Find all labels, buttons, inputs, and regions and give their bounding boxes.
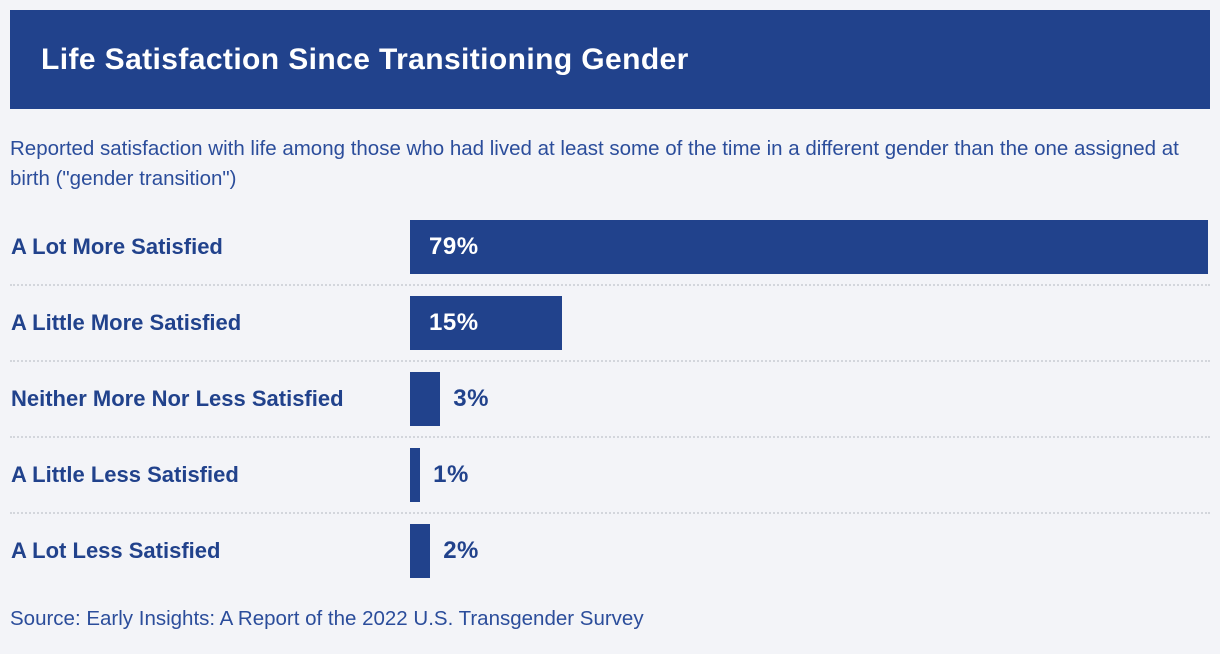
row-separator — [10, 284, 1210, 286]
chart-row: A Little More Satisfied 15% 15% — [10, 296, 1210, 350]
bar: 15% — [410, 296, 562, 350]
category-label: A Little Less Satisfied — [11, 462, 239, 487]
category-label: A Lot More Satisfied — [11, 234, 223, 259]
value-label: 15% — [429, 309, 479, 336]
source-attribution: Source: Early Insights: A Report of the … — [10, 607, 644, 630]
chart-row: A Lot Less Satisfied 2% 2% — [10, 524, 1210, 578]
category-label: A Lot Less Satisfied — [11, 538, 221, 563]
bar: 1% — [410, 448, 421, 502]
category-label: A Little More Satisfied — [11, 310, 242, 335]
value-label: 2% — [443, 537, 479, 564]
value-label: 3% — [453, 385, 489, 412]
category-label: Neither More Nor Less Satisfied — [11, 386, 344, 411]
row-separator — [10, 360, 1210, 362]
value-label: 1% — [433, 461, 469, 488]
bar-track: 15% 15% — [410, 296, 1210, 350]
value-label: 79% — [429, 233, 479, 260]
header-banner: Life Satisfaction Since Transitioning Ge… — [10, 10, 1210, 109]
chart-subtitle: Reported satisfaction with life among th… — [10, 137, 1179, 190]
row-separator — [10, 436, 1210, 438]
bar: 79% — [410, 220, 1208, 274]
chart-row: Neither More Nor Less Satisfied 3% 3% — [10, 372, 1210, 426]
bar-track: 1% 1% — [410, 448, 1210, 502]
chart-row: A Lot More Satisfied 79% 79% — [10, 220, 1210, 274]
bar-track: 79% 79% — [410, 220, 1210, 274]
bar-track: 3% 3% — [410, 372, 1210, 426]
bar-track: 2% 2% — [410, 524, 1210, 578]
bar: 2% — [410, 524, 431, 578]
chart-row: A Little Less Satisfied 1% 1% — [10, 448, 1210, 502]
page-title: Life Satisfaction Since Transitioning Ge… — [41, 42, 689, 76]
row-separator — [10, 512, 1210, 514]
bar: 3% — [410, 372, 441, 426]
bar-chart: A Lot More Satisfied 79% 79% A Little Mo… — [10, 220, 1210, 578]
